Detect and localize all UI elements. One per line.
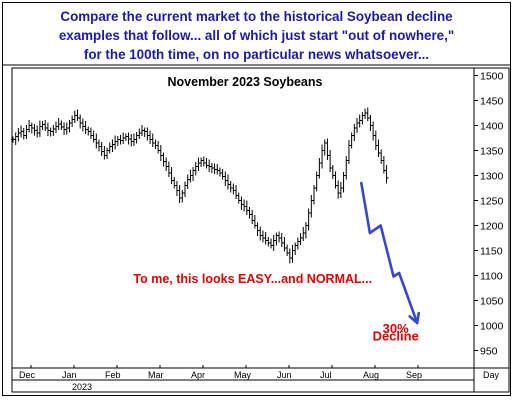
y-tick-label: 1000 (480, 321, 504, 333)
x-tick-label: May (234, 370, 252, 380)
y-tick-label: 1050 (480, 296, 504, 308)
axis-corner (473, 367, 510, 393)
header-line-3: for the 100th time, on no particular new… (83, 47, 430, 62)
y-tick-label: 1100 (480, 271, 503, 283)
price-bars (11, 107, 389, 264)
x-tick-label: Mar (148, 370, 164, 380)
x-tick-label: Jan (62, 370, 77, 380)
y-axis: 950 1000 1050 1100 1150 1200 1250 1300 1350 1400 1… (474, 71, 504, 358)
projection-arrow (359, 181, 421, 325)
annotation-text: 30% (383, 321, 409, 336)
y-tick-label: 1150 (480, 246, 503, 258)
x-tick-label: Aug (363, 370, 379, 380)
y-tick-label: 1300 (480, 171, 504, 183)
header-line-1: Compare the current market to the histor… (60, 9, 453, 24)
chart-title: November 2023 Soybeans (168, 75, 323, 89)
x-tick-label: Feb (105, 370, 121, 380)
y-tick-label: 1250 (480, 196, 504, 208)
y-tick-label: 1450 (480, 96, 504, 108)
y-tick-label: 1350 (480, 146, 504, 158)
annotations: To me, this looks EASY...and NORMAL... 30… (133, 272, 418, 344)
x-year-label: 2023 (72, 382, 92, 392)
plot-area (11, 67, 475, 369)
projection-arrowhead (408, 311, 421, 325)
annotation-text: Decline (373, 329, 419, 344)
x-tick-label: Sep (406, 370, 422, 380)
x-axis-unit-label: Day (483, 370, 500, 380)
y-tick-label: 1500 (480, 71, 504, 83)
x-tick-label: Jun (277, 370, 292, 380)
projection-line (359, 181, 419, 325)
y-tick-label: 950 (480, 346, 498, 358)
y-tick-label: 1400 (480, 121, 504, 133)
figure-frame (2, 2, 511, 396)
annotation-text: To me, this looks EASY...and NORMAL... (133, 272, 372, 286)
x-tick-label: Dec (19, 370, 36, 380)
x-tick-label: Apr (191, 370, 205, 380)
x-axis: Dec Jan Feb Mar Apr May Jun Jul Aug Sep (19, 365, 422, 380)
header-caption: Compare the current market to the histor… (3, 3, 510, 65)
x-tick-label: Jul (320, 370, 332, 380)
header-line-2: examples that follow... all of which jus… (58, 28, 455, 43)
y-tick-label: 1200 (480, 221, 504, 233)
